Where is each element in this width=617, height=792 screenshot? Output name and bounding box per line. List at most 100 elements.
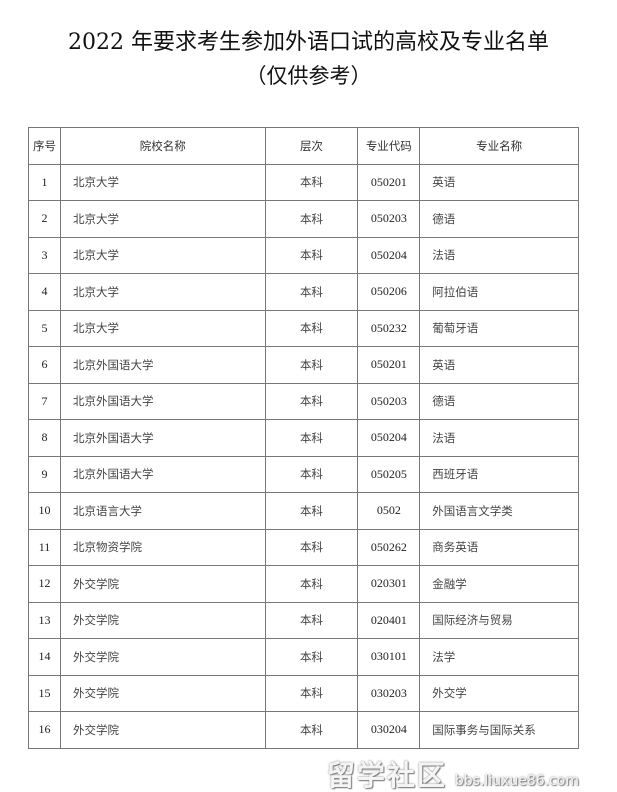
- major-name: 葡萄牙语: [419, 309, 579, 347]
- major-name: 德语: [419, 382, 579, 420]
- school-name: 北京大学: [59, 273, 266, 311]
- table-row: 10 北京语言大学 本科 0502 外国语言文学类: [28, 492, 579, 530]
- row-index: 8: [28, 419, 61, 457]
- level: 本科: [264, 419, 359, 457]
- major-code: 050204: [357, 419, 421, 457]
- row-index: 4: [28, 273, 61, 311]
- document-subtitle: （仅供参考）: [245, 64, 372, 88]
- school-name: 北京大学: [59, 200, 266, 238]
- row-index: 9: [28, 455, 61, 493]
- major-code: 0502: [357, 492, 421, 530]
- table-row: 4 北京大学 本科 050206 阿拉伯语: [28, 273, 579, 311]
- watermark-url: bbs.liuxue86.com: [454, 773, 579, 789]
- major-code: 050262: [357, 528, 421, 566]
- row-index: 6: [28, 346, 61, 384]
- major-code: 050203: [357, 200, 421, 238]
- school-name: 北京物资学院: [59, 528, 266, 566]
- level: 本科: [264, 382, 359, 420]
- table-row: 15 外交学院 本科 030203 外交学: [28, 674, 579, 712]
- university-major-table: 序号 院校名称 层次 专业代码 专业名称 1 北京大学 本科 050201 英语 2 北京大…: [28, 127, 579, 749]
- row-index: 15: [28, 674, 61, 712]
- table-row: 16 外交学院 本科 030204 国际事务与国际关系: [28, 711, 579, 749]
- major-name: 商务英语: [419, 528, 579, 566]
- level: 本科: [264, 236, 359, 274]
- major-code: 030204: [357, 711, 421, 749]
- table-row: 3 北京大学 本科 050204 法语: [28, 236, 579, 274]
- level: 本科: [264, 200, 359, 238]
- school-name: 北京大学: [59, 309, 266, 347]
- major-name: 法学: [419, 638, 579, 676]
- school-name: 北京外国语大学: [59, 419, 266, 457]
- row-index: 11: [28, 528, 61, 566]
- table-row: 13 外交学院 本科 020401 国际经济与贸易: [28, 601, 579, 639]
- major-name: 德语: [419, 200, 579, 238]
- table-row: 7 北京外国语大学 本科 050203 德语: [28, 382, 579, 420]
- major-code: 050201: [357, 346, 421, 384]
- major-name: 国际经济与贸易: [419, 601, 579, 639]
- major-name: 国际事务与国际关系: [419, 711, 579, 749]
- major-name: 阿拉伯语: [419, 273, 579, 311]
- school-name: 北京外国语大学: [59, 382, 266, 420]
- level: 本科: [264, 565, 359, 603]
- table-row: 11 北京物资学院 本科 050262 商务英语: [28, 528, 579, 566]
- major-code: 030203: [357, 674, 421, 712]
- level: 本科: [264, 273, 359, 311]
- header-school: 院校名称: [59, 127, 266, 165]
- school-name: 北京大学: [59, 236, 266, 274]
- table-row: 5 北京大学 本科 050232 葡萄牙语: [28, 309, 579, 347]
- major-code: 050203: [357, 382, 421, 420]
- major-name: 外交学: [419, 674, 579, 712]
- major-name: 法语: [419, 419, 579, 457]
- school-name: 外交学院: [59, 601, 266, 639]
- row-index: 13: [28, 601, 61, 639]
- table-row: 14 外交学院 本科 030101 法学: [28, 638, 579, 676]
- table-header-row: 序号 院校名称 层次 专业代码 专业名称: [28, 127, 579, 165]
- table-row: 9 北京外国语大学 本科 050205 西班牙语: [28, 455, 579, 493]
- major-name: 英语: [419, 346, 579, 384]
- header-major-code: 专业代码: [357, 127, 421, 165]
- major-code: 050205: [357, 455, 421, 493]
- school-name: 外交学院: [59, 711, 266, 749]
- school-name: 外交学院: [59, 565, 266, 603]
- school-name: 北京外国语大学: [59, 455, 266, 493]
- document-title: 2022 年要求考生参加外语口试的高校及专业名单: [68, 30, 549, 55]
- level: 本科: [264, 455, 359, 493]
- level: 本科: [264, 674, 359, 712]
- table-row: 1 北京大学 本科 050201 英语: [28, 163, 579, 201]
- row-index: 16: [28, 711, 61, 749]
- table-row: 12 外交学院 本科 020301 金融学: [28, 565, 579, 603]
- row-index: 14: [28, 638, 61, 676]
- major-code: 050204: [357, 236, 421, 274]
- level: 本科: [264, 638, 359, 676]
- level: 本科: [264, 163, 359, 201]
- row-index: 12: [28, 565, 61, 603]
- level: 本科: [264, 492, 359, 530]
- school-name: 北京外国语大学: [59, 346, 266, 384]
- level: 本科: [264, 309, 359, 347]
- row-index: 5: [28, 309, 61, 347]
- major-name: 英语: [419, 163, 579, 201]
- major-name: 西班牙语: [419, 455, 579, 493]
- row-index: 2: [28, 200, 61, 238]
- major-name: 法语: [419, 236, 579, 274]
- level: 本科: [264, 346, 359, 384]
- table-row: 2 北京大学 本科 050203 德语: [28, 200, 579, 238]
- school-name: 外交学院: [59, 674, 266, 712]
- header-level: 层次: [264, 127, 359, 165]
- major-name: 外国语言文学类: [419, 492, 579, 530]
- level: 本科: [264, 711, 359, 749]
- table-row: 8 北京外国语大学 本科 050204 法语: [28, 419, 579, 457]
- header-index: 序号: [28, 127, 61, 165]
- row-index: 3: [28, 236, 61, 274]
- level: 本科: [264, 528, 359, 566]
- major-code: 020401: [357, 601, 421, 639]
- level: 本科: [264, 601, 359, 639]
- major-code: 020301: [357, 565, 421, 603]
- row-index: 7: [28, 382, 61, 420]
- watermark: 留学社区 bbs.liuxue86.com: [327, 762, 579, 790]
- row-index: 1: [28, 163, 61, 201]
- major-code: 050232: [357, 309, 421, 347]
- row-index: 10: [28, 492, 61, 530]
- major-code: 050206: [357, 273, 421, 311]
- table-row: 6 北京外国语大学 本科 050201 英语: [28, 346, 579, 384]
